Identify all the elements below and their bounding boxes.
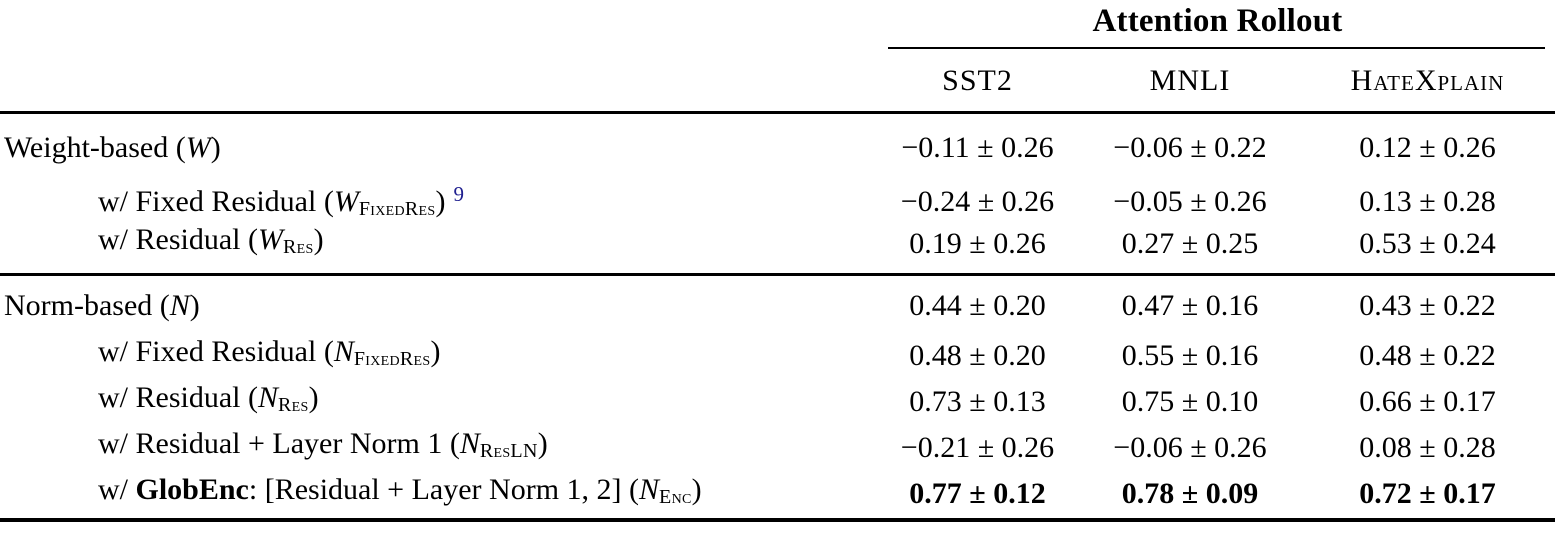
label-text: ) <box>210 131 221 164</box>
cell-sst2: 0.44 ± 0.20 <box>909 289 1046 322</box>
rule-top <box>0 111 1555 114</box>
label-text: w/ Residual + Layer Norm 1 ( <box>98 427 460 460</box>
cell-hatexplain: 0.08 ± 0.28 <box>1359 430 1496 464</box>
column-header-hatexplain: HateXplain <box>1350 64 1505 97</box>
row-label: w/ Residual + Layer Norm 1 (NResLN) <box>0 421 875 474</box>
cell-sst2: 0.48 ± 0.20 <box>909 338 1046 372</box>
math-subscript: Res <box>282 236 314 258</box>
label-text: w/ Residual ( <box>98 381 258 414</box>
cell-mnli: 0.75 ± 0.10 <box>1121 384 1259 418</box>
math-symbol: N <box>169 289 190 322</box>
label-text: ) <box>537 427 548 460</box>
table-section-0: Weight-based (W) −0.11 ± 0.26 −0.06 ± 0.22… <box>0 114 1555 273</box>
cell-mnli: −0.05 ± 0.26 <box>1113 184 1267 218</box>
math-symbol: N <box>333 335 354 368</box>
row-label: w/ Fixed Residual (WFixedRes) 9 <box>0 171 875 232</box>
cell-hatexplain: 0.13 ± 0.28 <box>1359 184 1496 218</box>
cell-sst2: −0.21 ± 0.26 <box>900 430 1055 464</box>
math-symbol: N <box>639 473 660 506</box>
cell-hatexplain: 0.53 ± 0.24 <box>1359 226 1496 260</box>
cell-mnli: 0.47 ± 0.16 <box>1121 289 1259 322</box>
label-text: ) <box>308 381 319 414</box>
table-row: w/ Residual + Layer Norm 1 (NResLN) −0.21… <box>0 421 1555 467</box>
cell-mnli: −0.06 ± 0.26 <box>1113 430 1267 464</box>
table-row: w/ GlobEnc: [Residual + Layer Norm 1, 2]… <box>0 467 1555 513</box>
column-header-sst2: SST2 <box>942 64 1013 97</box>
math-subscript: Res <box>278 394 309 416</box>
cell-sst2: 0.77 ± 0.12 <box>909 476 1046 510</box>
rule-bottom <box>0 518 1555 522</box>
math-subscript: Enc <box>659 486 692 508</box>
table-row: w/ Fixed Residual (WFixedRes) 9 −0.24 ± 0.… <box>0 171 1555 220</box>
label-text-bold: GlobEnc <box>135 473 249 506</box>
math-subscript: ResLN <box>479 440 538 462</box>
cell-hatexplain: 0.12 ± 0.26 <box>1359 131 1496 164</box>
row-label: Norm-based (N) <box>0 283 875 329</box>
math-subscript: FixedRes <box>353 348 431 370</box>
label-text: w/ Fixed Residual ( <box>98 335 334 368</box>
table-body: Weight-based (W) −0.11 ± 0.26 −0.06 ± 0.22… <box>0 114 1555 518</box>
table-row: Weight-based (W) −0.11 ± 0.26 −0.06 ± 0.22… <box>0 125 1555 171</box>
label-text: Weight-based ( <box>4 131 186 164</box>
cell-sst2: −0.11 ± 0.26 <box>901 131 1054 164</box>
label-text: ) <box>430 335 441 368</box>
label-text: Norm-based ( <box>4 289 170 322</box>
label-text: w/ Fixed Residual ( <box>98 185 334 218</box>
row-label: w/ Residual (WRes) <box>0 217 875 270</box>
math-subscript: FixedRes <box>358 198 436 220</box>
row-label: w/ Residual (NRes) <box>0 375 875 428</box>
table-header: Attention Rollout SST2 MNLI HateXplain <box>0 0 1555 111</box>
cell-sst2: 0.19 ± 0.26 <box>909 226 1046 260</box>
label-text: ) <box>189 289 200 322</box>
cell-sst2: −0.24 ± 0.26 <box>900 184 1055 218</box>
cell-hatexplain: 0.48 ± 0.22 <box>1359 338 1496 372</box>
table-row: Norm-based (N) 0.44 ± 0.20 0.47 ± 0.16 0.43… <box>0 283 1555 329</box>
table-section-1: Norm-based (N) 0.44 ± 0.20 0.47 ± 0.16 0.43… <box>0 276 1555 518</box>
math-symbol: W <box>185 131 211 164</box>
cell-mnli: 0.27 ± 0.25 <box>1121 226 1259 260</box>
column-header-row: SST2 MNLI HateXplain <box>0 56 1555 106</box>
cell-mnli: 0.78 ± 0.09 <box>1121 476 1259 510</box>
cell-hatexplain: 0.43 ± 0.22 <box>1359 289 1496 322</box>
row-label: w/ GlobEnc: [Residual + Layer Norm 1, 2]… <box>0 467 875 520</box>
table-row: w/ Residual (NRes) 0.73 ± 0.13 0.75 ± 0.10… <box>0 375 1555 421</box>
footnote-link[interactable]: 9 <box>453 182 464 206</box>
cell-hatexplain: 0.66 ± 0.17 <box>1359 384 1496 418</box>
table-row: w/ Residual (WRes) 0.19 ± 0.26 0.27 ± 0.25… <box>0 217 1555 263</box>
math-symbol: W <box>333 185 359 218</box>
cell-mnli: −0.06 ± 0.22 <box>1113 131 1267 164</box>
math-symbol: N <box>459 427 480 460</box>
column-header-mnli: MNLI <box>1149 64 1231 97</box>
label-text: ) <box>313 223 324 256</box>
label-text: w/ Residual ( <box>98 223 258 256</box>
cell-hatexplain: 0.72 ± 0.17 <box>1359 476 1496 510</box>
header-midrule <box>888 47 1545 49</box>
row-label: Weight-based (W) <box>0 125 875 171</box>
math-symbol: N <box>257 381 278 414</box>
label-text: : [Residual + Layer Norm 1, 2] ( <box>248 473 640 506</box>
cell-mnli: 0.55 ± 0.16 <box>1121 338 1259 372</box>
math-symbol: W <box>257 223 283 256</box>
cell-sst2: 0.73 ± 0.13 <box>909 384 1046 418</box>
table-row: w/ Fixed Residual (NFixedRes) 0.48 ± 0.20… <box>0 329 1555 375</box>
rule-mid <box>0 273 1555 276</box>
label-text: ) <box>435 185 446 218</box>
label-text: ) <box>691 473 702 506</box>
label-text: w/ <box>98 473 136 506</box>
table-group-header: Attention Rollout <box>1092 3 1343 39</box>
row-label: w/ Fixed Residual (NFixedRes) <box>0 329 875 382</box>
